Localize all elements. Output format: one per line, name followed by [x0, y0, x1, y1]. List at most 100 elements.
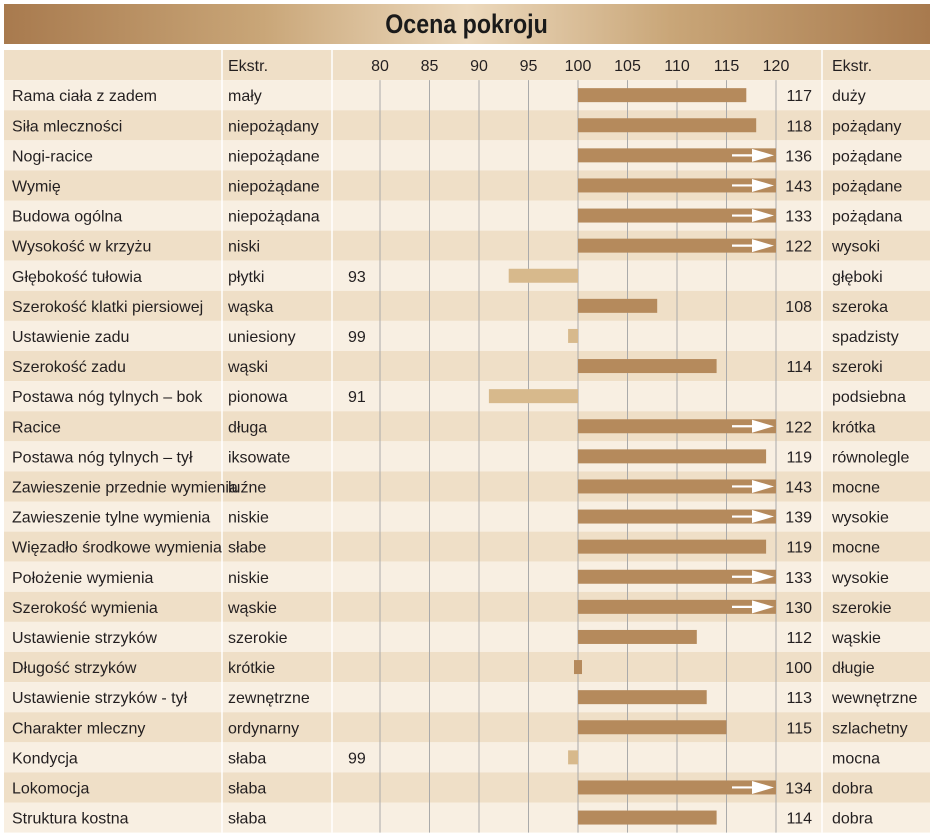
right-extreme-label: szerokie [832, 600, 892, 617]
data-bar [508, 268, 578, 283]
axis-tick-label: 115 [714, 58, 740, 75]
right-extreme-label: mocna [832, 750, 880, 767]
overflow-arrow-head [752, 570, 774, 584]
right-extreme-label: pożądane [832, 148, 902, 165]
data-bar [578, 419, 776, 434]
left-extreme-label: niepożądany [228, 118, 319, 135]
data-bar [578, 88, 747, 103]
left-extreme-label: słaba [228, 811, 266, 828]
trait-label: Ustawienie zadu [12, 329, 129, 346]
left-extreme-label: płytki [228, 269, 264, 286]
data-value-label: 114 [786, 359, 812, 376]
left-extreme-label: słaba [228, 750, 266, 767]
data-value-label: 115 [786, 720, 812, 737]
data-value-label: 122 [785, 239, 812, 256]
right-extreme-label: spadzisty [832, 329, 899, 346]
data-value-label: 117 [786, 88, 812, 105]
left-extreme-label: ordynarny [228, 720, 299, 737]
data-value-label: 100 [785, 660, 812, 677]
header-row [4, 50, 930, 81]
data-bar [578, 178, 776, 193]
axis-tick-label: 95 [520, 58, 538, 75]
data-bar [578, 629, 697, 644]
trait-label: Ustawienie strzyków - tył [12, 690, 188, 707]
data-bar [578, 569, 776, 584]
left-extreme-label: mały [228, 88, 262, 105]
right-extreme-label: pożądany [832, 118, 901, 135]
right-extreme-label: pożądana [832, 209, 902, 226]
left-extreme-label: niski [228, 239, 260, 256]
data-bar [578, 238, 776, 253]
overflow-arrow-head [752, 600, 774, 614]
data-value-label: 134 [785, 780, 812, 797]
trait-label: Więzadło środkowe wymienia [12, 540, 222, 557]
overflow-arrow-head [752, 239, 774, 253]
trait-label: Racice [12, 419, 61, 436]
left-extreme-label: wąskie [227, 600, 277, 617]
right-extreme-label: głęboki [832, 269, 883, 286]
trait-label: Postawa nóg tylnych – bok [12, 389, 203, 406]
table-row [4, 742, 930, 773]
data-value-label: 119 [786, 449, 812, 466]
data-value-label: 133 [785, 209, 812, 226]
trait-label: Lokomocja [12, 780, 89, 797]
data-value-label: 122 [785, 419, 812, 436]
left-extreme-label: zewnętrzne [228, 690, 310, 707]
axis-tick-label: 80 [371, 58, 389, 75]
data-bar [578, 118, 757, 133]
overflow-arrow-head [752, 479, 774, 493]
data-bar [574, 660, 582, 675]
trait-label: Długość strzyków [12, 660, 137, 677]
data-value-label: 139 [785, 510, 812, 527]
trait-label: Postawa nóg tylnych – tył [12, 449, 193, 466]
data-value-label: 114 [786, 811, 812, 828]
data-bar [578, 479, 776, 494]
left-extreme-label: szerokie [228, 630, 288, 647]
trait-label: Położenie wymienia [12, 570, 154, 587]
left-extreme-label: niepożądane [228, 148, 320, 165]
trait-label: Ustawienie strzyków [12, 630, 157, 647]
right-extreme-label: wysoki [831, 239, 880, 256]
overflow-arrow-head [752, 780, 774, 794]
right-extreme-label: wewnętrzne [831, 690, 917, 707]
left-extreme-label: długa [228, 419, 267, 436]
left-extreme-label: wąski [227, 359, 268, 376]
data-value-label: 113 [786, 690, 812, 707]
right-extreme-label: wysokie [831, 510, 889, 527]
trait-label: Głębokość tułowia [12, 269, 142, 286]
data-bar [578, 720, 727, 735]
right-extreme-label: podsiebna [832, 389, 906, 406]
axis-tick-label: 85 [421, 58, 439, 75]
data-value-label: 130 [785, 600, 812, 617]
overflow-arrow-head [752, 209, 774, 223]
data-value-label: 91 [348, 389, 366, 406]
overflow-arrow-head [752, 178, 774, 192]
data-bar [578, 148, 776, 163]
overflow-arrow-head [752, 510, 774, 524]
left-extreme-label: niskie [228, 510, 269, 527]
data-value-label: 93 [348, 269, 366, 286]
left-extreme-label: słaba [228, 780, 266, 797]
axis-tick-label: 90 [470, 58, 488, 75]
axis-tick-label: 100 [565, 58, 592, 75]
trait-label: Nogi-racice [12, 148, 93, 165]
data-bar [578, 690, 707, 705]
data-bar [578, 539, 767, 554]
trait-label: Charakter mleczny [12, 720, 145, 737]
data-value-label: 108 [785, 299, 812, 316]
data-value-label: 136 [785, 148, 812, 165]
trait-label: Wysokość w krzyżu [12, 239, 151, 256]
trait-label: Szerokość zadu [12, 359, 126, 376]
data-bar [578, 810, 717, 825]
data-bar [568, 328, 578, 343]
trait-label: Kondycja [12, 750, 78, 767]
data-value-label: 133 [785, 570, 812, 587]
right-extreme-label: wysokie [831, 570, 889, 587]
left-extreme-label: luźne [228, 479, 266, 496]
chart-title: Ocena pokroju [385, 8, 549, 39]
left-extreme-label: pionowa [228, 389, 288, 406]
left-extreme-label: uniesiony [228, 329, 296, 346]
title-bar: Ocena pokroju [4, 4, 930, 44]
